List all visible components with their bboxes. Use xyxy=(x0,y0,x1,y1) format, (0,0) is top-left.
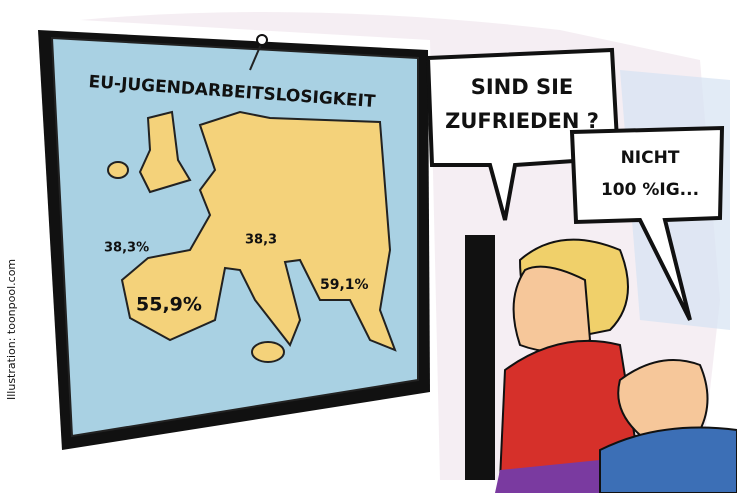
map-label: 38,3 xyxy=(245,233,277,248)
map-label: 55,9% xyxy=(136,294,202,316)
map-label: 59,1% xyxy=(320,277,369,293)
bubble-text: SIND SIE xyxy=(471,75,574,99)
face xyxy=(618,360,707,435)
bubble-text: NICHT xyxy=(621,148,680,168)
board-stand xyxy=(465,235,495,480)
map-label: 38,3% xyxy=(104,241,149,256)
bubble-text: 100 %IG... xyxy=(601,180,699,200)
pin-head xyxy=(257,35,267,45)
bubble-text: ZUFRIEDEN ? xyxy=(445,109,599,133)
face xyxy=(514,267,590,352)
sicily xyxy=(252,342,284,362)
ireland xyxy=(108,162,128,178)
credit: Illustration: toonpool.com xyxy=(5,259,18,400)
cartoon: EU-JUGENDARBEITSLOSIGKEIT 38,3% 38,3 55,… xyxy=(0,0,737,493)
